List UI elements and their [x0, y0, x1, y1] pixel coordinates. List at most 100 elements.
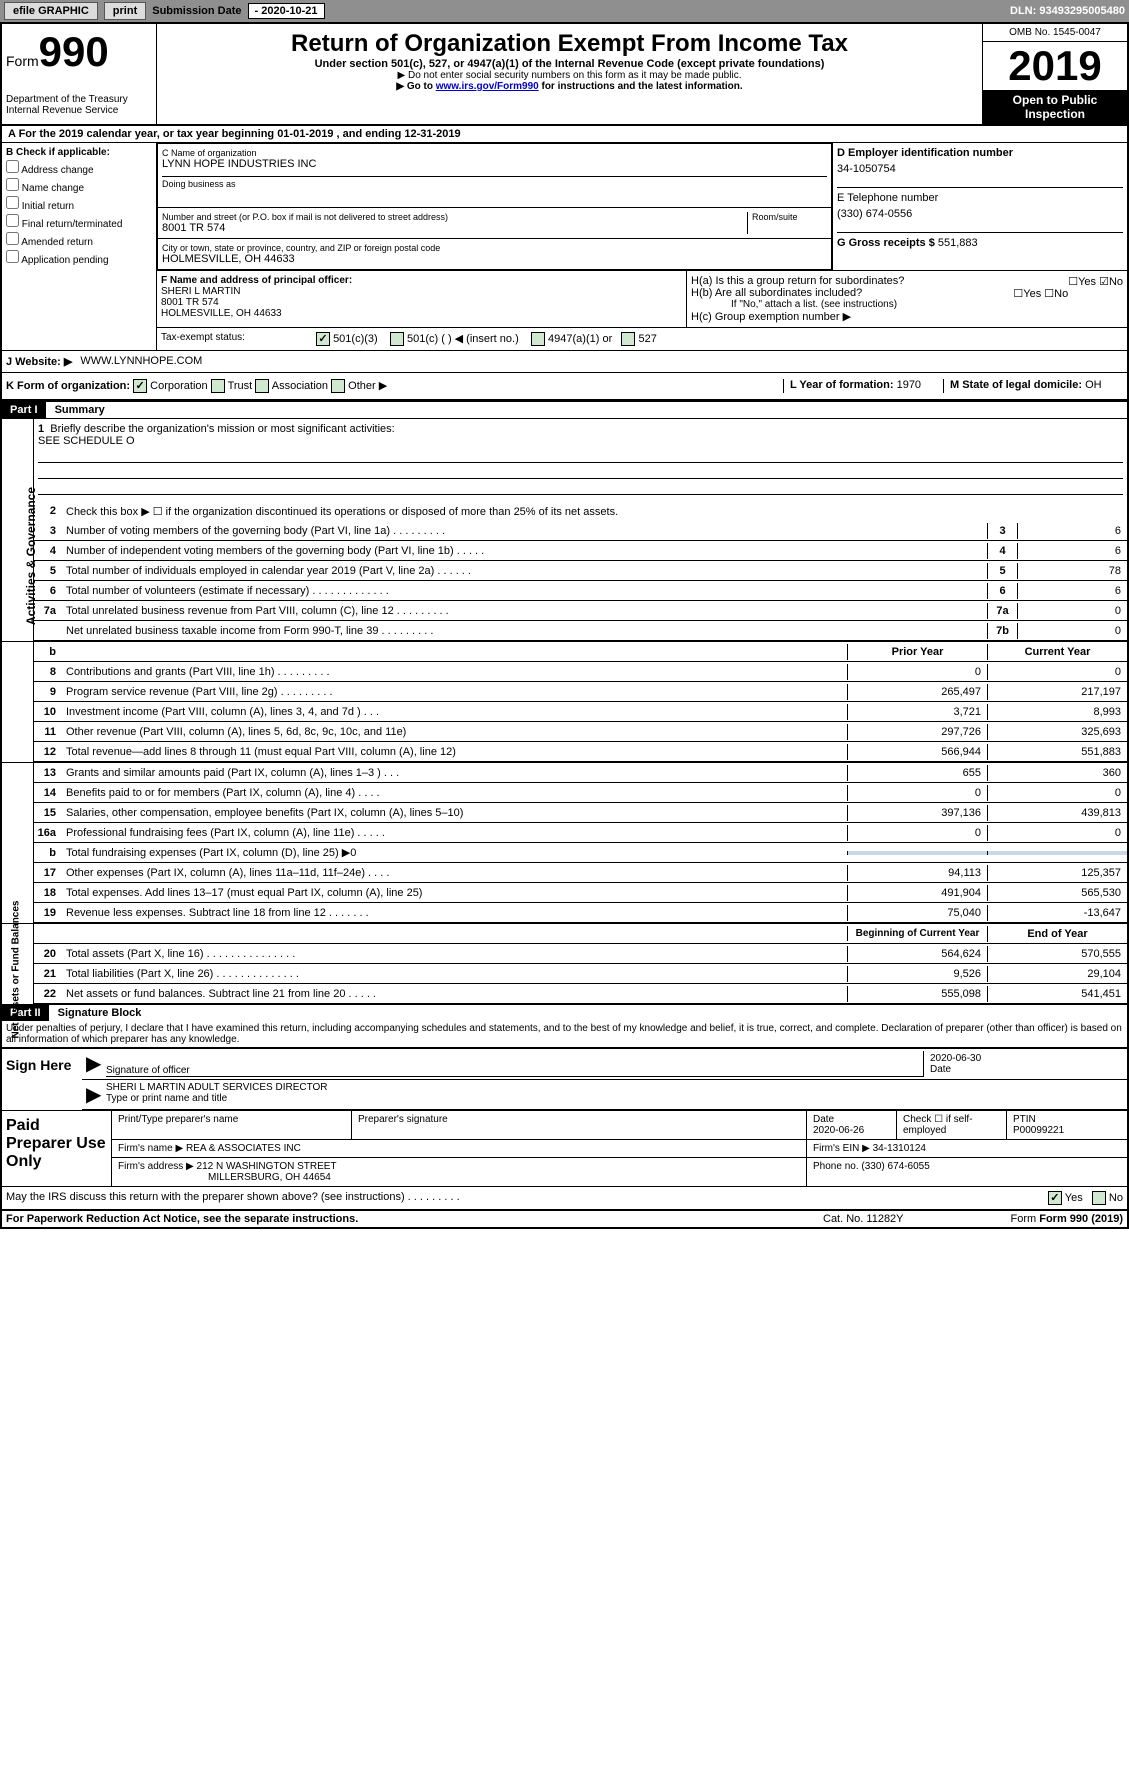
current-value: 8,993: [987, 704, 1127, 720]
current-value: 0: [987, 785, 1127, 801]
dept-label: Department of the Treasury: [6, 94, 152, 105]
chk-final[interactable]: [6, 214, 19, 227]
discuss-yes[interactable]: [1048, 1191, 1062, 1205]
line-value: 6: [1017, 523, 1127, 539]
chk-name-change[interactable]: [6, 178, 19, 191]
sig-date: 2020-06-30: [930, 1053, 981, 1064]
chk-initial[interactable]: [6, 196, 19, 209]
chk-app-pending[interactable]: [6, 250, 19, 263]
hdr-current: Current Year: [987, 644, 1127, 660]
firm-addr2: MILLERSBURG, OH 44654: [118, 1172, 331, 1183]
prior-value: 9,526: [847, 966, 987, 982]
submission-date: - 2020-10-21: [248, 3, 325, 19]
chk-amended[interactable]: [6, 232, 19, 245]
room-label: Room/suite: [747, 212, 827, 234]
self-employed-check[interactable]: Check ☐ if self-employed: [897, 1111, 1007, 1139]
line-box: 3: [987, 523, 1017, 539]
side-governance: Activities & Governance: [24, 487, 38, 625]
chk-4947[interactable]: [531, 332, 545, 346]
prior-value: 0: [847, 825, 987, 841]
box-b-checklist: B Check if applicable: Address change Na…: [2, 143, 157, 350]
firm-name: REA & ASSOCIATES INC: [186, 1143, 301, 1154]
chk-other[interactable]: [331, 379, 345, 393]
prior-value: 75,040: [847, 905, 987, 921]
prior-value: 94,113: [847, 865, 987, 881]
open-public-badge: Open to Public Inspection: [983, 90, 1127, 124]
subtitle-3: ▶ Go to www.irs.gov/Form990 for instruct…: [163, 81, 976, 92]
line-text: Other revenue (Part VIII, column (A), li…: [62, 724, 847, 740]
line-text: Grants and similar amounts paid (Part IX…: [62, 765, 847, 781]
sig-name: SHERI L MARTIN ADULT SERVICES DIRECTOR: [106, 1082, 328, 1093]
chk-501c[interactable]: [390, 332, 404, 346]
line-text: Total number of individuals employed in …: [62, 563, 987, 579]
chk-trust[interactable]: [211, 379, 225, 393]
phone-value: (330) 674-0556: [837, 208, 1123, 220]
hdr-beginning: Beginning of Current Year: [847, 926, 987, 941]
discuss-question: May the IRS discuss this return with the…: [6, 1191, 1048, 1205]
row-a-tax-year: A For the 2019 calendar year, or tax yea…: [2, 126, 1127, 143]
q1-value: SEE SCHEDULE O: [38, 435, 1123, 447]
officer-addr1: 8001 TR 574: [161, 297, 219, 308]
form-title: Return of Organization Exempt From Incom…: [163, 30, 976, 58]
prior-value: 555,098: [847, 986, 987, 1002]
prior-value: 397,136: [847, 805, 987, 821]
current-value: 551,883: [987, 744, 1127, 760]
ein-label: D Employer identification number: [837, 147, 1013, 159]
gross-receipts-label: G Gross receipts $: [837, 237, 935, 249]
irs-link[interactable]: www.irs.gov/Form990: [436, 81, 539, 92]
chk-501c3[interactable]: [316, 332, 330, 346]
omb-number: OMB No. 1545-0047: [983, 24, 1127, 42]
chk-corp[interactable]: [133, 379, 147, 393]
prior-value: [847, 851, 987, 855]
current-value: 439,813: [987, 805, 1127, 821]
prior-value: 0: [847, 664, 987, 680]
current-value: 125,357: [987, 865, 1127, 881]
ptin-value: P00099221: [1013, 1125, 1064, 1136]
chk-assoc[interactable]: [255, 379, 269, 393]
signature-declaration: Under penalties of perjury, I declare th…: [2, 1021, 1127, 1047]
dba-label: Doing business as: [162, 176, 827, 189]
line-value: 0: [1017, 623, 1127, 639]
chk-addr-change[interactable]: [6, 160, 19, 173]
chk-527[interactable]: [621, 332, 635, 346]
org-name-label: C Name of organization: [162, 148, 827, 158]
current-value: 29,104: [987, 966, 1127, 982]
state-domicile: OH: [1085, 379, 1102, 391]
current-value: 565,530: [987, 885, 1127, 901]
line-box: 7b: [987, 623, 1017, 639]
sign-here-label: Sign Here: [2, 1049, 82, 1110]
line-text: Total fundraising expenses (Part IX, col…: [62, 844, 847, 861]
line-value: 78: [1017, 563, 1127, 579]
prior-value: 0: [847, 785, 987, 801]
firm-phone: (330) 674-6055: [861, 1161, 929, 1172]
current-value: 0: [987, 664, 1127, 680]
gross-receipts-value: 551,883: [938, 237, 978, 249]
top-bar: efile GRAPHIC print Submission Date - 20…: [0, 0, 1129, 22]
line-box: 7a: [987, 603, 1017, 619]
hdr-end: End of Year: [987, 926, 1127, 942]
line-text: Total revenue—add lines 8 through 11 (mu…: [62, 744, 847, 760]
part-i-title: Summary: [49, 402, 111, 418]
q2-text: Check this box ▶ ☐ if the organization d…: [62, 503, 1127, 520]
line-text: Contributions and grants (Part VIII, lin…: [62, 664, 847, 680]
line-text: Total assets (Part X, line 16) . . . . .…: [62, 946, 847, 962]
street-value: 8001 TR 574: [162, 222, 747, 234]
current-value: -13,647: [987, 905, 1127, 921]
q1-label: Briefly describe the organization's miss…: [50, 423, 394, 435]
form-footer: Form Form 990 (2019): [983, 1213, 1123, 1225]
efile-button[interactable]: efile GRAPHIC: [4, 2, 98, 20]
paid-preparer-label: Paid Preparer Use Only: [2, 1111, 112, 1186]
line-value: 6: [1017, 543, 1127, 559]
current-value: 570,555: [987, 946, 1127, 962]
discuss-no[interactable]: [1092, 1191, 1106, 1205]
city-label: City or town, state or province, country…: [162, 243, 827, 253]
line-text: Total unrelated business revenue from Pa…: [62, 603, 987, 619]
year-formation: 1970: [897, 379, 921, 391]
print-button[interactable]: print: [104, 2, 146, 20]
current-value: 360: [987, 765, 1127, 781]
part-ii-title: Signature Block: [52, 1005, 148, 1021]
tax-status-label: Tax-exempt status:: [157, 328, 312, 350]
cat-no: Cat. No. 11282Y: [823, 1213, 983, 1225]
prior-value: 265,497: [847, 684, 987, 700]
officer-label: F Name and address of principal officer:: [161, 275, 352, 286]
